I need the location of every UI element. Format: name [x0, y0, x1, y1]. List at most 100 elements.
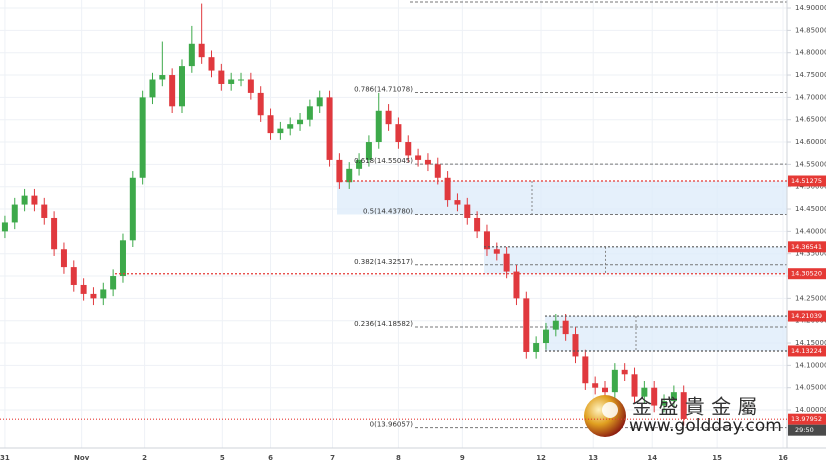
x-tick-label: 13: [588, 454, 598, 462]
candle-body: [21, 195, 28, 205]
candle-body: [100, 289, 107, 299]
candle-body: [208, 57, 215, 71]
price-label: 14.13224: [791, 347, 822, 355]
candle-body: [70, 267, 77, 285]
candle-body: [533, 343, 540, 352]
candle-body: [198, 43, 205, 58]
y-tick-label: 14.05000: [795, 384, 826, 392]
candle-body: [483, 231, 490, 250]
candle-body: [336, 159, 343, 183]
candle-body: [680, 392, 687, 419]
candle-body: [444, 177, 451, 201]
price-label-box: [788, 345, 826, 357]
price-label-box: [788, 310, 826, 322]
x-tick-label: 8: [396, 454, 401, 462]
candle-body: [178, 66, 185, 107]
url: www.goldday.com: [629, 416, 782, 436]
candle-body: [110, 276, 117, 290]
x-tick-label: 14: [647, 454, 657, 462]
candle-body: [149, 79, 156, 98]
price-label: 14.30520: [791, 270, 822, 278]
candle-body: [60, 249, 67, 268]
y-tick-label: 14.80000: [795, 49, 826, 57]
candle-body: [11, 204, 18, 223]
candle-body: [41, 204, 48, 218]
candle-body: [287, 124, 294, 129]
candle-body: [80, 284, 87, 294]
y-tick-label: 14.25000: [795, 294, 826, 302]
candle-body: [602, 387, 609, 393]
candle-body: [375, 110, 382, 143]
price-label: 14.36541: [791, 243, 822, 251]
price-label: 13.97952: [791, 415, 822, 423]
candle-body: [316, 97, 323, 107]
y-tick-label: 14.65000: [795, 116, 826, 124]
candle-body: [424, 159, 431, 165]
y-tick-label: 14.10000: [795, 361, 826, 369]
candle-body: [572, 334, 579, 357]
x-tick-label: 12: [536, 454, 546, 462]
y-tick-label: 14.70000: [795, 93, 826, 101]
x-tick-label: 5: [220, 454, 225, 462]
candle-body: [582, 356, 589, 384]
candle-body: [365, 142, 372, 160]
candle-body: [188, 43, 195, 67]
candle-body: [434, 164, 441, 178]
countdown-box: [788, 424, 826, 436]
candle-body: [474, 217, 481, 232]
candle-body: [542, 329, 549, 344]
y-tick-label: 14.35000: [795, 250, 826, 258]
candle-body: [395, 124, 402, 143]
candle-body: [513, 271, 520, 299]
candle-body: [247, 79, 254, 93]
y-tick-label: 14.50000: [795, 183, 826, 191]
candle-body: [661, 401, 668, 406]
candle-body: [562, 320, 569, 335]
y-tick-label: 14.40000: [795, 227, 826, 235]
x-tick-label: 9: [460, 454, 465, 462]
fib-label: 0.236(14.18582): [354, 320, 413, 328]
candle-body: [415, 155, 422, 160]
y-tick-label: 14.15000: [795, 339, 826, 347]
candle-body: [119, 240, 126, 277]
candle-body: [651, 387, 658, 406]
x-tick-label: 16: [778, 454, 788, 462]
candle-body: [356, 159, 363, 169]
candle-body: [238, 79, 245, 81]
candle-body: [464, 204, 471, 218]
fib-label: 0.382(14.32517): [354, 258, 413, 266]
y-tick-label: 14.90000: [795, 4, 826, 12]
candle-body: [90, 293, 97, 299]
candle-body: [631, 374, 638, 397]
candle-body: [641, 387, 648, 397]
y-tick-label: 14.45000: [795, 205, 826, 213]
price-label: 14.51275: [791, 177, 822, 185]
candle-body: [493, 249, 500, 254]
zone: [337, 181, 787, 215]
candle-body: [523, 298, 530, 352]
price-label-box: [788, 413, 826, 425]
candle-body: [621, 369, 628, 375]
candle-body: [139, 97, 146, 178]
candle-body: [277, 128, 284, 134]
candle-body: [306, 106, 313, 120]
x-tick-label: 2: [142, 454, 147, 462]
candle-body: [592, 383, 599, 388]
candle-body: [326, 97, 333, 160]
candle-body: [218, 70, 225, 84]
candle-body: [267, 115, 274, 134]
fib-label: 0.618(14.55045): [354, 157, 413, 165]
candle-body: [385, 110, 392, 125]
candle-body: [1, 222, 8, 232]
zone: [545, 316, 787, 351]
price-label-box: [788, 268, 826, 280]
x-tick-label: Nov: [74, 454, 90, 462]
watermark: 金 盛 貴 金 屬 www.goldday.com: [584, 395, 782, 437]
x-tick-label: 31: [0, 454, 10, 462]
candle-body: [552, 320, 559, 330]
x-tick-label: 7: [330, 454, 335, 462]
fib-label: 0(13.96057): [370, 421, 414, 429]
candle-body: [346, 168, 353, 183]
candle-body: [297, 119, 304, 125]
